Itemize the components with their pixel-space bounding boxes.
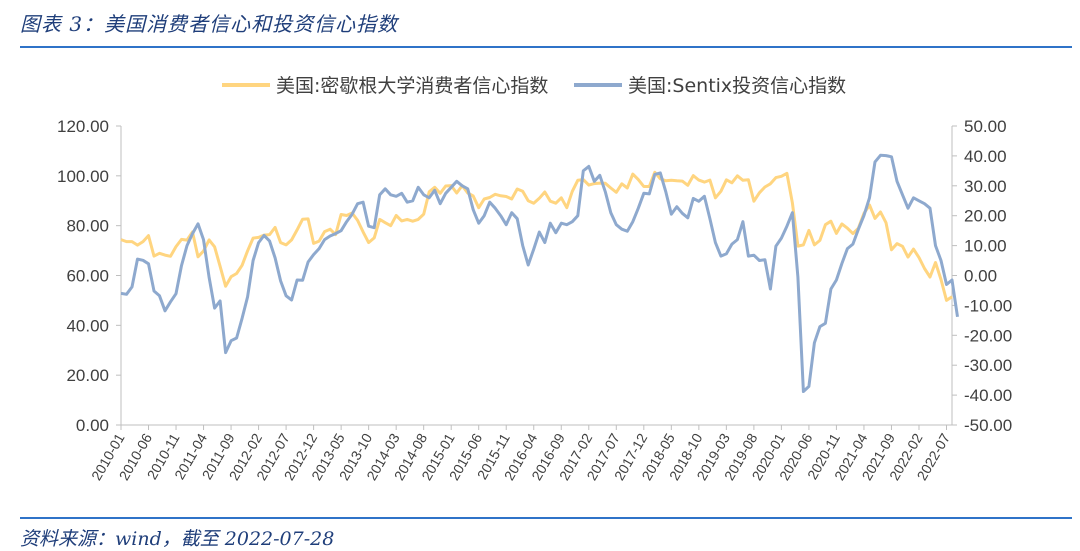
left-tick-label: 0.00 [76,416,109,435]
right-tick-label: 50.00 [964,117,1007,136]
legend-label-sentix: 美国:Sentix投资信心指数 [628,75,846,97]
x-axis: 2010-012010-062010-112011-042011-092012-… [88,424,953,483]
source-note: 资料来源：wind，截至 2022-07-28 [20,528,335,550]
right-tick-label: -10.00 [964,296,1012,315]
left-tick-label: 100.00 [57,167,109,186]
right-tick-label: 20.00 [964,207,1007,226]
right-tick-label: 30.00 [964,177,1007,196]
right-axis: -50.00 -40.00 -30.00 -20.00 -10.00 0.00 10.00 2… [951,117,1012,435]
left-tick-label: 40.00 [66,316,109,335]
right-tick-label: -20.00 [964,326,1012,345]
right-tick-label: -50.00 [964,416,1012,435]
left-tick-label: 20.00 [66,366,109,385]
left-axis: 0.00 20.00 40.00 60.00 80.00 100.00 120.00 [57,117,122,435]
right-tick-label: -40.00 [964,386,1012,405]
series [120,153,959,393]
source-divider [20,517,1072,519]
series-line-consumer [120,170,953,302]
right-tick-label: 10.00 [964,237,1007,256]
legend-label-consumer: 美国:密歇根大学消费者信心指数 [276,75,548,97]
right-tick-label: -30.00 [964,356,1012,375]
figure-title: 图表 3：美国消费者信心和投资信心指数 [20,12,399,36]
left-tick-label: 60.00 [66,267,109,286]
left-tick-label: 120.00 [57,117,109,136]
title-divider [20,46,1072,48]
legend: 美国:密歇根大学消费者信心指数 美国:Sentix投资信心指数 [222,75,846,97]
right-tick-label: 40.00 [964,147,1007,166]
left-tick-label: 80.00 [66,217,109,236]
right-tick-label: 0.00 [964,267,997,286]
series-line-sentix [120,153,959,393]
